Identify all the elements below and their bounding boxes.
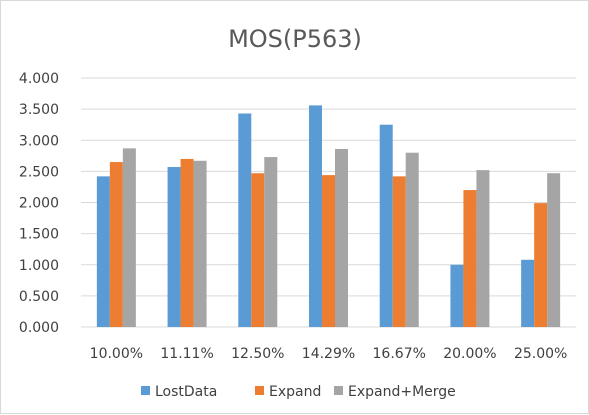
y-tick-label: 1.000 bbox=[19, 258, 59, 274]
bar-expand bbox=[322, 175, 335, 327]
bar-lostdata bbox=[309, 105, 322, 327]
bar-lostdata bbox=[379, 124, 393, 327]
y-tick-label: 2.500 bbox=[19, 164, 59, 180]
bar-expand bbox=[392, 176, 406, 327]
bar-lostdata bbox=[450, 264, 464, 327]
bar-lostdata bbox=[96, 176, 110, 327]
y-tick-label: 4.000 bbox=[19, 71, 59, 87]
bars bbox=[96, 105, 561, 327]
x-tick-label: 20.00% bbox=[443, 346, 496, 362]
x-axis-ticks: 10.00% 11.11% 12.50% 14.29% 16.67% 20.00% 25.0… bbox=[90, 346, 568, 362]
legend: LostData Expand Expand+Merge bbox=[141, 384, 456, 400]
bar-expand-merge bbox=[122, 148, 136, 327]
y-tick-label: 0.000 bbox=[19, 320, 59, 336]
bar-expand bbox=[180, 158, 194, 327]
bar-lostdata bbox=[238, 113, 252, 327]
x-tick-label: 25.00% bbox=[514, 346, 567, 362]
bar-lostdata bbox=[521, 259, 535, 327]
chart-title: MOS(P563) bbox=[228, 25, 362, 53]
y-tick-label: 3.500 bbox=[19, 102, 59, 118]
bar-expand-merge bbox=[547, 173, 561, 327]
bar-expand bbox=[463, 190, 477, 327]
bar-expand-merge bbox=[405, 152, 419, 327]
x-tick-label: 11.11% bbox=[160, 346, 213, 362]
y-tick-label: 1.500 bbox=[19, 227, 59, 243]
y-tick-label: 3.000 bbox=[19, 133, 59, 149]
bar-expand-merge bbox=[335, 148, 348, 327]
y-tick-label: 0.500 bbox=[19, 289, 59, 305]
y-axis-ticks: 0.000 0.500 1.000 1.500 2.000 2.500 3.000 3.500… bbox=[19, 71, 59, 336]
bar-expand bbox=[109, 162, 123, 327]
legend-label: Expand bbox=[269, 384, 321, 400]
bar-expand-merge bbox=[193, 160, 207, 327]
x-tick-label: 14.29% bbox=[302, 346, 355, 362]
legend-swatch bbox=[255, 386, 264, 395]
bar-expand bbox=[251, 173, 265, 327]
bar-lostdata bbox=[167, 167, 181, 327]
bar-expand-merge bbox=[264, 157, 278, 327]
bar-expand-merge bbox=[476, 170, 490, 327]
legend-label: Expand+Merge bbox=[348, 384, 456, 400]
legend-swatch bbox=[141, 386, 150, 395]
x-tick-label: 16.67% bbox=[373, 346, 426, 362]
y-tick-label: 2.000 bbox=[19, 196, 59, 212]
x-tick-label: 12.50% bbox=[231, 346, 284, 362]
legend-label: LostData bbox=[155, 384, 217, 400]
x-tick-label: 10.00% bbox=[90, 346, 143, 362]
bar-expand bbox=[534, 203, 548, 327]
legend-swatch bbox=[334, 386, 343, 395]
